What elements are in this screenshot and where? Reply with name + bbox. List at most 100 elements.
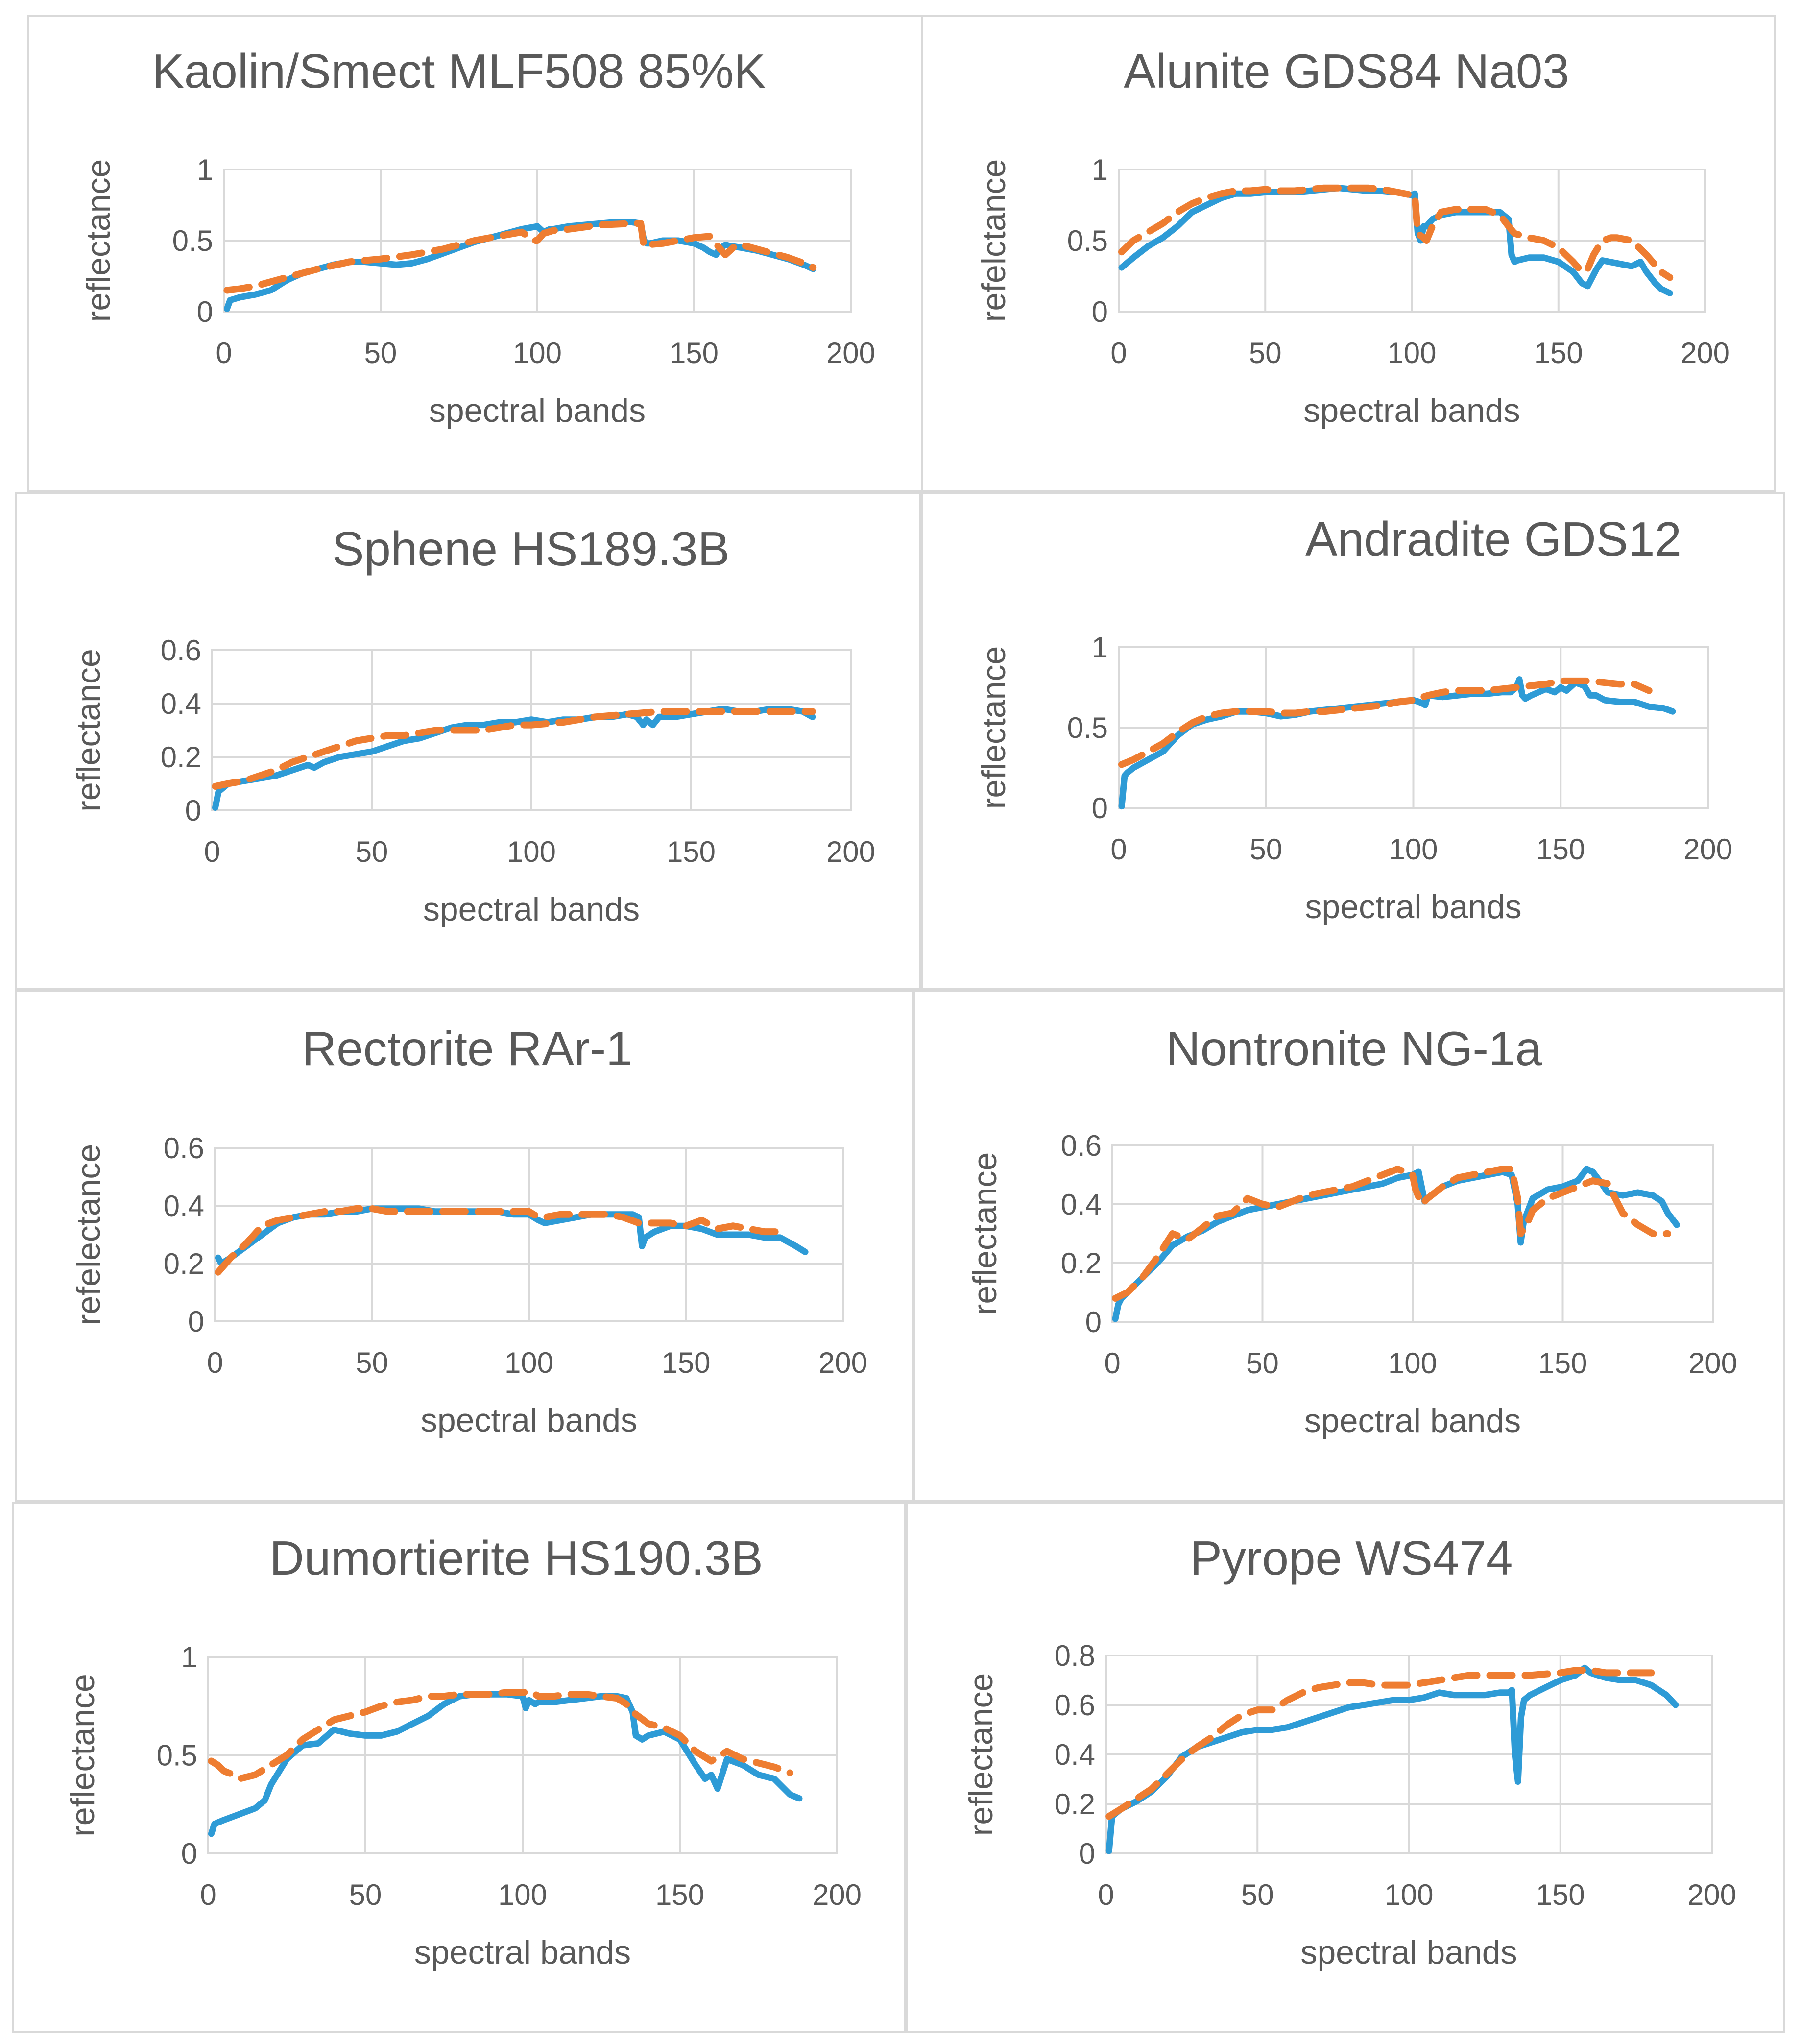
y-tick-label: 0.5 — [157, 1739, 197, 1772]
x-tick-label: 50 — [1246, 1347, 1279, 1380]
y-tick-label: 0 — [188, 1305, 204, 1338]
plot-area — [214, 1147, 844, 1322]
y-tick-label: 0 — [181, 1837, 197, 1870]
chart-panel: Kaolin/Smect MLF508 85%K 0 0.5 1 0 50 100 150 20… — [27, 15, 928, 492]
y-tick-label: 0 — [1079, 1837, 1095, 1870]
x-tick-label: 0 — [1110, 833, 1127, 866]
x-tick-label: 0 — [1110, 337, 1127, 369]
series-line-estimated — [1105, 1667, 1655, 1820]
y-tick-label: 0.4 — [161, 687, 201, 720]
y-tick-label: 0 — [1092, 295, 1108, 328]
y-tick-label: 1 — [1092, 153, 1108, 186]
plot-area — [1118, 169, 1706, 313]
y-tick-label: 0.6 — [1055, 1689, 1095, 1722]
x-tick-label: 200 — [813, 1878, 862, 1911]
chart-panel: Dumortierite HS190.3B 0 0.5 1 0 50 100 150 200 sp… — [12, 1502, 906, 2033]
chart-panel: Alunite GDS84 Na03 0 0.5 1 0 50 100 150 200 spect… — [921, 15, 1776, 492]
x-tick-label: 150 — [1536, 1878, 1585, 1911]
y-tick-label: 1 — [181, 1641, 197, 1674]
chart-panel: Andradite GDS12 0 0.5 1 0 50 100 150 200 spectral… — [921, 492, 1785, 990]
x-tick-label: 0 — [1098, 1878, 1114, 1911]
x-tick-label: 0 — [207, 1346, 223, 1379]
x-tick-label: 150 — [655, 1878, 704, 1911]
y-axis-title: refelectance — [70, 1144, 107, 1325]
x-axis-title: spectral bands — [1305, 888, 1521, 925]
y-tick-label: 0.2 — [161, 741, 201, 774]
series-line-measured — [1118, 185, 1673, 296]
x-tick-label: 200 — [1688, 1347, 1737, 1380]
x-tick-label: 100 — [504, 1346, 553, 1379]
chart-svg: Nontronite NG-1a 0 0.2 0.4 0.6 0 50 100 150 200 sp… — [966, 1022, 1737, 1439]
x-tick-label: 200 — [1687, 1878, 1736, 1911]
x-axis-title: spectral bands — [414, 1934, 631, 1971]
y-tick-label: 0.4 — [1055, 1738, 1095, 1771]
x-tick-label: 150 — [1538, 1347, 1587, 1380]
x-tick-label: 0 — [1104, 1347, 1120, 1380]
series-line-estimated — [212, 708, 816, 790]
x-tick-label: 100 — [1387, 337, 1436, 369]
chart-svg: Rectorite RAr-1 0 0.2 0.4 0.6 0 50 100 150 200 spe… — [70, 1022, 867, 1439]
x-tick-label: 0 — [200, 1878, 216, 1911]
y-tick-label: 0 — [1092, 792, 1108, 825]
x-tick-label: 50 — [1249, 833, 1282, 866]
x-tick-label: 150 — [670, 337, 719, 369]
x-tick-label: 50 — [356, 1346, 388, 1379]
y-tick-label: 0 — [185, 794, 201, 827]
y-tick-label: 0.5 — [1067, 224, 1108, 257]
series-line-measured — [1105, 1664, 1679, 1854]
series-line-estimated — [1112, 1166, 1671, 1302]
y-tick-label: 1 — [1092, 631, 1108, 664]
chart-title: Pyrope WS474 — [1190, 1531, 1513, 1585]
chart-svg: Andradite GDS12 0 0.5 1 0 50 100 150 200 spectral… — [975, 512, 1732, 925]
x-tick-label: 100 — [1388, 1347, 1437, 1380]
x-axis-title: spectral bands — [423, 891, 640, 928]
x-axis-title: spectral bands — [429, 392, 646, 429]
y-axis-title: reflectance — [64, 1674, 101, 1837]
x-tick-label: 0 — [216, 337, 232, 369]
y-tick-label: 0.5 — [172, 224, 213, 257]
plot-area — [1118, 646, 1709, 809]
x-axis-title: spectral bands — [1304, 1402, 1521, 1439]
chart-svg: Alunite GDS84 Na03 0 0.5 1 0 50 100 150 200 spect… — [975, 44, 1729, 429]
y-tick-label: 0.6 — [164, 1132, 204, 1165]
y-tick-label: 0.2 — [1055, 1788, 1095, 1821]
series-line-measured — [1112, 1166, 1680, 1322]
y-axis-title: reflectance — [80, 159, 117, 322]
y-axis-title: reflectance — [975, 646, 1012, 809]
y-tick-label: 0.2 — [1061, 1247, 1102, 1280]
x-tick-label: 200 — [1683, 833, 1732, 866]
series-line-measured — [1118, 676, 1676, 810]
y-axis-title: reflectance — [962, 1673, 1000, 1836]
y-axis-title: refelctance — [975, 159, 1012, 322]
chart-svg: Kaolin/Smect MLF508 85%K 0 0.5 1 0 50 100 150 20… — [80, 44, 875, 429]
y-axis-title: reflectance — [966, 1152, 1004, 1315]
y-tick-label: 0 — [197, 295, 213, 328]
series-line-measured — [208, 1691, 803, 1837]
y-tick-label: 0 — [1085, 1306, 1102, 1338]
y-tick-label: 0.6 — [161, 634, 201, 667]
y-axis-title: reflectance — [70, 649, 107, 812]
x-tick-label: 200 — [826, 337, 875, 369]
series-line-estimated — [1118, 677, 1653, 768]
chart-panel: Pyrope WS474 0 0.2 0.4 0.6 0.8 0 50 100 150 200 spe… — [906, 1502, 1785, 2033]
x-tick-label: 50 — [1249, 337, 1282, 369]
x-tick-label: 150 — [1534, 337, 1583, 369]
plot-area — [1111, 1144, 1714, 1323]
x-tick-label: 0 — [204, 835, 220, 868]
x-tick-label: 200 — [826, 835, 875, 868]
chart-title: Kaolin/Smect MLF508 85%K — [152, 44, 766, 98]
y-tick-label: 0.2 — [164, 1247, 204, 1280]
x-tick-label: 100 — [507, 835, 556, 868]
x-axis-title: spectral bands — [1303, 392, 1520, 429]
chart-title: Nontronite NG-1a — [1166, 1022, 1542, 1075]
chart-panel: Rectorite RAr-1 0 0.2 0.4 0.6 0 50 100 150 200 spe… — [15, 990, 913, 1502]
chart-svg: Dumortierite HS190.3B 0 0.5 1 0 50 100 150 200 sp… — [64, 1531, 862, 1971]
x-tick-label: 150 — [1536, 833, 1585, 866]
y-tick-label: 0.5 — [1067, 711, 1108, 744]
chart-title: Andradite GDS12 — [1305, 512, 1681, 566]
chart-title: Sphene HS189.3B — [332, 522, 730, 576]
series-line-estimated — [215, 1205, 784, 1276]
chart-title: Alunite GDS84 Na03 — [1124, 44, 1569, 98]
x-tick-label: 200 — [818, 1346, 867, 1379]
x-tick-label: 100 — [1384, 1878, 1433, 1911]
